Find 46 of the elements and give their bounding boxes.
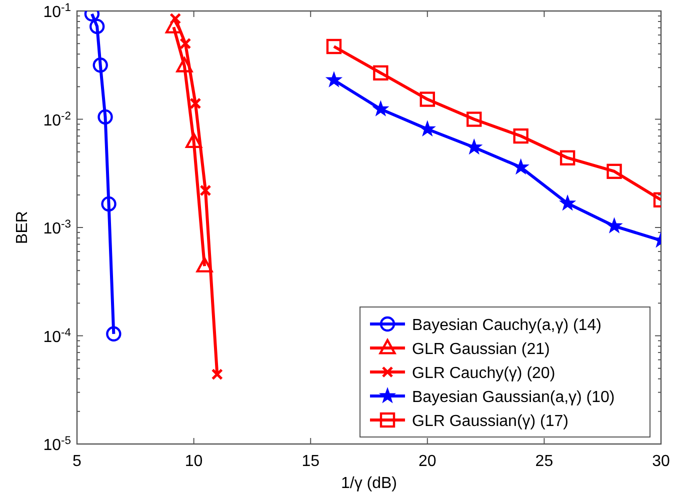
point [326,72,342,87]
y-tick-label: 10$^{-5}$ [43,435,71,454]
point [373,65,388,81]
point [92,58,108,73]
point [560,150,576,166]
point [466,139,482,154]
point [165,18,182,34]
point [170,12,182,24]
point [420,121,436,136]
point [89,18,105,34]
point [606,164,622,179]
y-axis-title: BER [14,211,31,244]
y-tick-label: 10$^{-2}$ [43,110,71,130]
point [326,38,342,54]
x-tick-label: 25 [535,453,554,470]
point [106,326,122,342]
point [186,132,202,148]
point [98,109,113,125]
point [200,184,212,196]
point [196,257,213,272]
point [101,196,116,212]
x-tick-label: 5 [72,453,82,470]
y-tick-label: 10$^{-4}$ [43,326,71,346]
legend-label: Bayesian Gaussian(a,γ) (10) [412,389,615,406]
y-tick-label: 10$^{-1}$ [43,2,71,21]
point [513,128,528,144]
legend-label: Bayesian Cauchy(a,γ) (14) [412,317,602,334]
point [606,218,622,233]
x-tick-label: 30 [652,453,670,470]
point [513,159,528,174]
legend-label: GLR Cauchy(γ) (20) [412,365,556,382]
point [466,112,482,127]
legend-label: GLR Gaussian(γ) (17) [412,413,568,430]
x-axis-title: 1/γ (dB) [340,475,398,492]
point [180,38,192,50]
point [420,92,435,107]
legend-label: GLR Gaussian (21) [412,341,550,358]
point [560,195,576,210]
x-tick-label: 15 [302,453,320,470]
y-tick-label: 10$^{-3}$ [43,218,71,238]
point [211,368,223,380]
x-tick-label: 20 [418,453,436,470]
point [176,57,193,72]
point [373,101,388,116]
point [190,98,202,110]
x-tick-label: 10 [184,453,203,470]
